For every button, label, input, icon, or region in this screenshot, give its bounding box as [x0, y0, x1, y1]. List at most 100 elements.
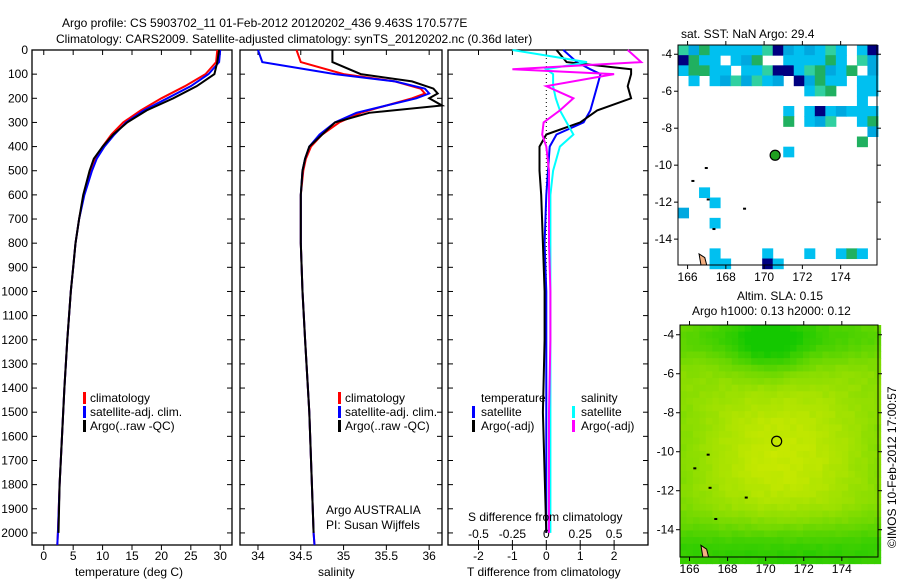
sla-cell: [867, 537, 875, 545]
sla-cell: [692, 338, 700, 346]
sla-cell: [796, 364, 804, 372]
sla-cell: [783, 371, 791, 379]
x-tick-label: -1: [507, 549, 518, 563]
sla-cell: [815, 490, 823, 498]
sla-cell: [757, 378, 765, 386]
sla-cell: [783, 457, 791, 465]
sla-cell: [777, 431, 785, 439]
sla-cell: [764, 550, 772, 558]
sla-map-panel: 166 168 170 172 174 -4 -6 -8 -10 -12 -14: [657, 321, 882, 576]
sla-cell: [712, 517, 720, 525]
sst-cell: [709, 65, 721, 77]
sla-cell: [764, 503, 772, 512]
sla-cell: [822, 444, 830, 452]
land-islet: [706, 198, 710, 201]
lon-tick-label: 172: [794, 562, 814, 576]
y-tick-label: 0: [21, 43, 28, 57]
sla-cell: [790, 523, 798, 531]
sla-cell: [692, 497, 700, 505]
sla-cell: [815, 530, 823, 538]
sla-cell: [744, 378, 752, 386]
sla-cell: [815, 457, 823, 465]
sla-cell: [790, 490, 798, 498]
sst-cell: [762, 65, 774, 77]
sla-cell: [777, 351, 785, 359]
sla-cell: [757, 470, 765, 478]
sla-cell: [802, 331, 810, 339]
sst-cell: [867, 45, 879, 56]
sla-cell: [751, 351, 759, 359]
sla-cell: [809, 344, 817, 353]
sla-cell: [796, 411, 804, 419]
sst-cell: [741, 75, 753, 87]
sla-cell: [731, 444, 739, 452]
sla-cell: [705, 437, 713, 445]
sla-cell: [854, 331, 862, 339]
sla-cell: [777, 517, 785, 525]
sla-cell: [841, 470, 849, 478]
sla-cell: [725, 371, 733, 379]
sla-cell: [841, 364, 849, 372]
sla-cell: [777, 450, 785, 459]
sla-cell: [725, 464, 733, 472]
sla-cell: [783, 424, 791, 432]
sla-cell: [692, 537, 700, 545]
sla-cell: [731, 450, 739, 459]
sla-cell: [757, 497, 765, 505]
sla-cell: [796, 437, 804, 445]
sla-cell: [744, 371, 752, 379]
sla-cell: [796, 510, 804, 518]
sla-cell: [854, 444, 862, 452]
sla-cell: [725, 331, 733, 339]
sla-cell: [835, 444, 843, 452]
sla-cell: [802, 497, 810, 505]
sla-cell: [751, 331, 759, 339]
sla-cell: [744, 517, 752, 525]
sla-cell: [738, 417, 746, 425]
sla-cell: [751, 503, 759, 512]
sla-cell: [699, 490, 707, 498]
legend-swatch-t-satellite: [472, 406, 475, 418]
sla-cell: [699, 391, 707, 399]
sla-cell: [705, 344, 713, 353]
sst-cell: [856, 75, 868, 87]
sla-cell: [828, 338, 836, 346]
sla-cell: [867, 424, 875, 432]
legend-swatch-satellite: [83, 406, 86, 418]
sla-cell: [861, 450, 869, 459]
sst-cell: [678, 45, 690, 56]
sla-cell: [725, 437, 733, 445]
sla-cell: [686, 510, 694, 518]
sla-cell: [731, 517, 739, 525]
sla-cell: [777, 444, 785, 452]
sla-cell: [725, 325, 733, 333]
sla-cell: [731, 510, 739, 518]
sla-cell: [744, 503, 752, 512]
sla-cell: [848, 477, 856, 485]
sla-cell: [861, 497, 869, 505]
y-tick-label: 1700: [1, 453, 28, 467]
sla-cell: [731, 404, 739, 412]
sla-cell: [757, 344, 765, 353]
sla-cell: [848, 338, 856, 346]
sla-cell: [680, 431, 687, 439]
sla-cell: [764, 437, 772, 445]
sla-cell: [725, 344, 733, 353]
sla-cell: [783, 344, 791, 353]
sla-cell: [835, 543, 843, 551]
sla-cell: [854, 530, 862, 538]
salinity-annotation-2: PI: Susan Wijffels: [326, 518, 420, 532]
difference-legend: temperature satellite Argo(-adj) salinit…: [472, 391, 634, 433]
sla-cell: [867, 431, 875, 439]
sla-cell: [692, 411, 700, 419]
x2-tick-label: 0.25: [569, 527, 593, 541]
sla-cell: [731, 378, 739, 386]
sla-cell: [777, 371, 785, 379]
sla-cell: [828, 457, 836, 465]
sla-cell: [699, 537, 707, 545]
sla-cell: [861, 457, 869, 465]
sla-cell: [835, 537, 843, 545]
sla-cell: [790, 503, 798, 512]
sla-cell: [867, 550, 875, 558]
sla-cell: [841, 477, 849, 485]
